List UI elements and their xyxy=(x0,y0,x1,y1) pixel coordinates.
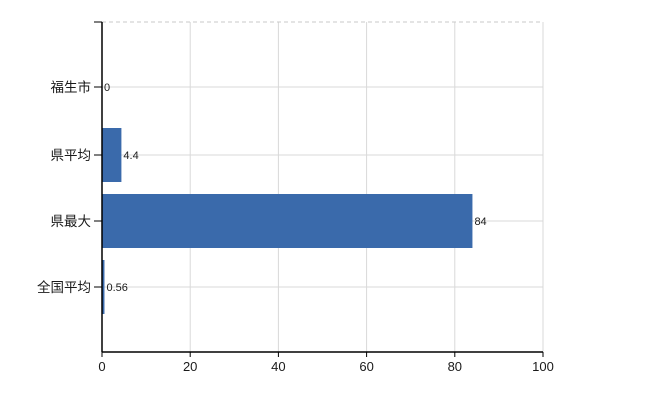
value-label: 4.4 xyxy=(123,150,138,162)
value-label: 0.56 xyxy=(106,282,127,294)
category-label: 福生市 xyxy=(51,79,92,95)
category-label: 県最大 xyxy=(51,214,92,229)
category-label: 全国平均 xyxy=(37,279,91,295)
x-tick-label: 80 xyxy=(448,359,462,374)
category-label: 県平均 xyxy=(51,148,92,163)
value-label: 0 xyxy=(104,82,110,94)
x-tick-label: 100 xyxy=(532,359,554,374)
bar xyxy=(102,260,105,314)
bar xyxy=(102,194,473,248)
x-tick-label: 0 xyxy=(98,359,105,374)
x-tick-label: 20 xyxy=(183,359,197,374)
bar xyxy=(102,128,122,182)
x-tick-label: 40 xyxy=(271,359,285,374)
value-label: 84 xyxy=(474,216,486,228)
x-tick-label: 60 xyxy=(359,359,373,374)
